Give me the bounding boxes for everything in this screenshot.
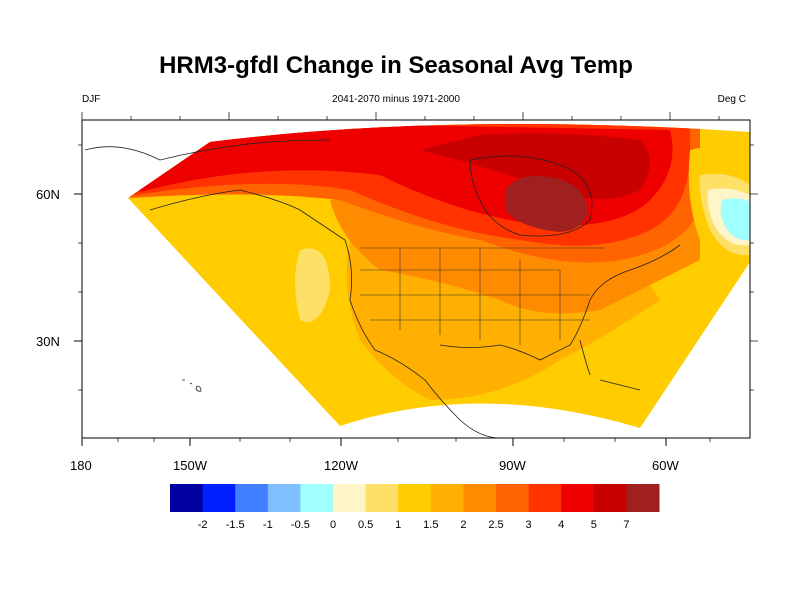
colorbar-swatch: [528, 484, 562, 512]
colorbar-label: -0.5: [290, 519, 310, 531]
state-borders: [360, 247, 605, 345]
colorbar-label: 1.5: [423, 519, 439, 531]
colorbar-swatch: [333, 484, 367, 512]
colorbar-label: 2: [460, 519, 467, 531]
colorbar-swatch: [365, 484, 399, 512]
x-minor-ticks: [117, 438, 711, 442]
field-5-7: [420, 133, 650, 199]
x-tick-label: 120W: [324, 458, 358, 473]
colorbar-swatch: [235, 484, 269, 512]
temperature-field: [84, 124, 750, 438]
x-tick-label: 150W: [173, 458, 207, 473]
colorbar-label: 2.5: [488, 519, 504, 531]
colorbar-swatch: [398, 484, 432, 512]
plot-frame: [81, 119, 751, 439]
field-neg0.5-0: [720, 198, 750, 241]
coastlines: [84, 139, 681, 438]
y-major-ticks: [74, 193, 82, 342]
left-string: DJF: [82, 94, 101, 105]
colorbar-swatch: [561, 484, 595, 512]
colorbar-label: 7: [623, 519, 630, 531]
x-tick-label: 180: [70, 458, 92, 473]
field-0.5-1: [295, 248, 330, 322]
colorbar-label: 4: [558, 519, 565, 531]
colorbar-swatch: [626, 484, 660, 512]
colorbar-swatch: [202, 484, 236, 512]
colorbar-swatch: [300, 484, 334, 512]
colorbar-label: 3: [525, 519, 532, 531]
colorbar-swatch: [593, 484, 627, 512]
colorbar: [170, 484, 660, 512]
y-minor-ticks: [78, 144, 82, 391]
colorbar-label: 5: [590, 519, 597, 531]
field-7plus: [505, 175, 588, 232]
colorbar-label: 1: [395, 519, 402, 531]
chart-title: HRM3-gfdl Change in Seasonal Avg Temp: [159, 52, 633, 79]
colorbar-swatch: [463, 484, 497, 512]
colorbar-label: 0.5: [357, 519, 374, 531]
hawaii: [182, 379, 202, 392]
center-string: 2041-2070 minus 1971-2000: [332, 94, 460, 105]
right-ticks: [750, 144, 758, 391]
right-string: Deg C: [717, 94, 746, 105]
colorbar-label: -1: [262, 519, 273, 531]
colorbar-label: 0: [329, 519, 337, 531]
x-tick-label: 60W: [652, 458, 679, 473]
colorbar-swatch: [430, 484, 464, 512]
colorbar-label: -2: [197, 519, 208, 531]
colorbar-swatch: [267, 484, 301, 512]
colorbar-swatch: [170, 484, 204, 512]
colorbar-label: -1.5: [225, 519, 245, 531]
x-tick-label: 90W: [499, 458, 526, 473]
colorbar-swatch: [496, 484, 530, 512]
y-tick-label: 30N: [36, 334, 60, 349]
top-ticks: [81, 112, 720, 120]
x-major-ticks: [81, 438, 667, 446]
y-tick-label: 60N: [36, 187, 60, 202]
